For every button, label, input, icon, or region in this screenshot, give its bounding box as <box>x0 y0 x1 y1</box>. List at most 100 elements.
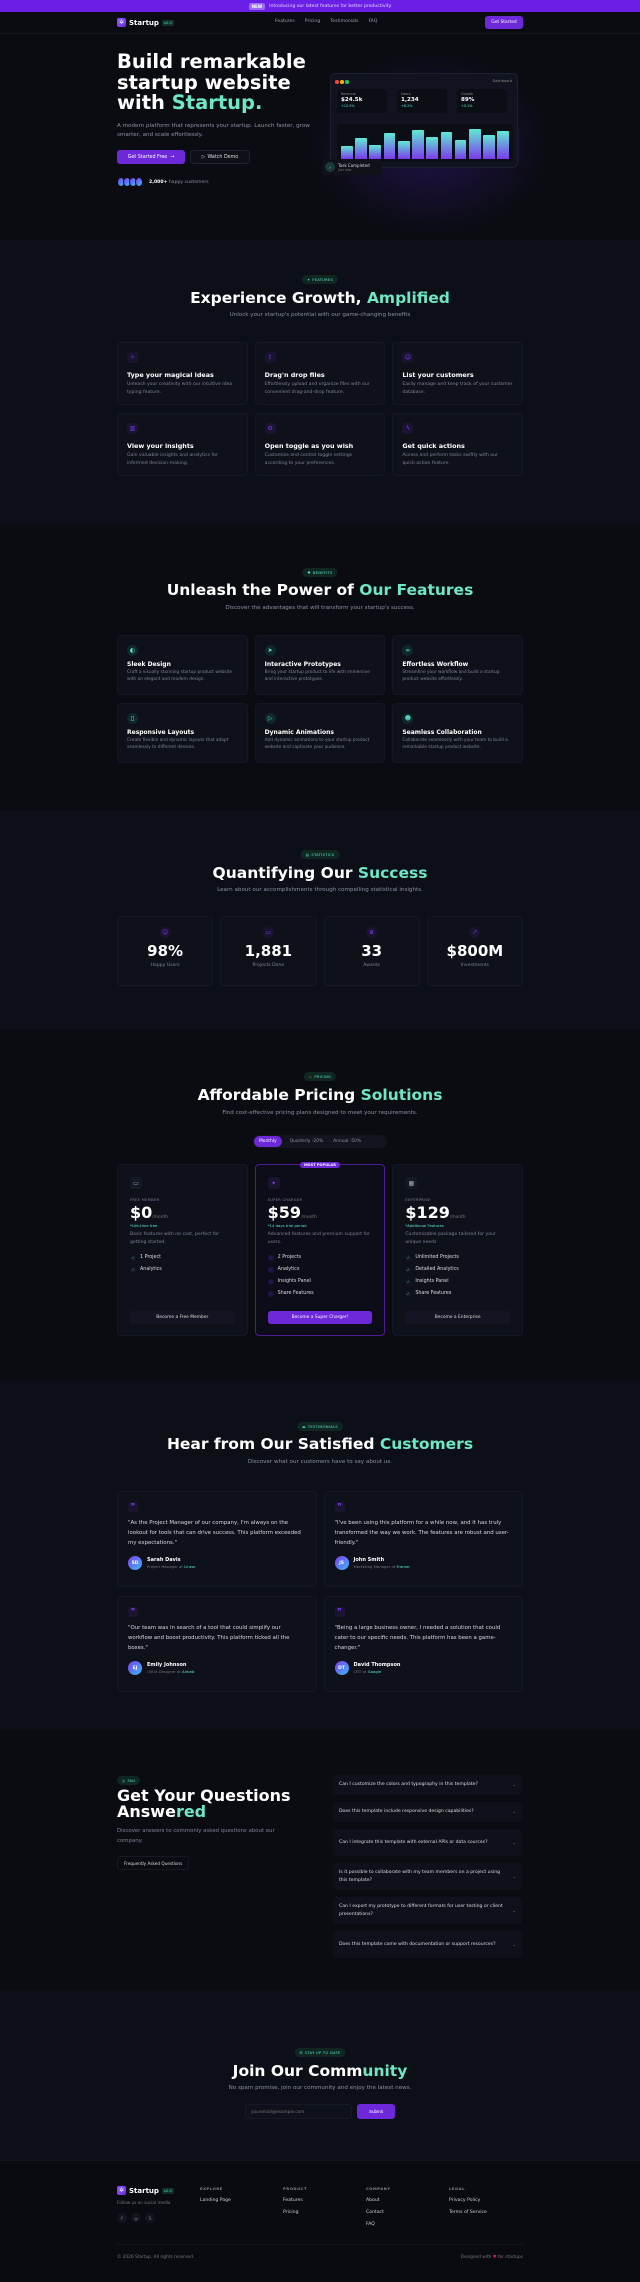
stat-card-users: Users 1,234 +8.2% <box>397 89 447 113</box>
testimonial-quote: "Being a large business owner, I needed … <box>334 1625 501 1651</box>
watch-demo-button[interactable]: ▷ Watch Demo <box>190 150 250 164</box>
quote-icon: ❞ <box>334 1607 345 1617</box>
toast-time: just now <box>338 167 352 172</box>
nav-link-faq[interactable]: FAQ <box>368 19 378 24</box>
arrow-right-icon: → <box>170 154 175 160</box>
nav-link-features[interactable]: Features <box>275 19 295 24</box>
faq-item[interactable]: Can I integrate this template with exter… <box>333 1829 522 1856</box>
plan-feature: ✓ Share Features <box>267 1290 373 1297</box>
chevron-down-icon: ⌄ <box>512 1839 516 1845</box>
get-started-button[interactable]: Get Started <box>485 16 523 29</box>
features-card: ✧ Type your magical ideas Unleash your cre… <box>117 342 248 405</box>
faq-item[interactable]: Is it possible to collaborate with my te… <box>333 1863 522 1890</box>
x-icon[interactable]: 𝕏 <box>145 2213 155 2223</box>
testimonial-card: ❞ "I've been using this platform for a wh… <box>323 1491 523 1587</box>
plan-feature: ✓ 1 Project <box>130 1254 235 1261</box>
footer-link[interactable]: FAQ <box>366 2222 375 2227</box>
rocket-icon: ✦ <box>306 277 311 282</box>
stat-card: ▭ 1,881 Projects Done <box>220 916 317 986</box>
faq-item[interactable]: Can I export my prototype to different f… <box>333 1897 522 1924</box>
chart-bar <box>483 135 495 159</box>
check-icon: ✓ <box>405 1254 412 1261</box>
testimonials-section: ▬ TESTIMONIALS Hear from Our Satisfied Cu… <box>0 1380 640 1730</box>
footer: ✲ Startup v2.0 Follow us on social media… <box>0 2160 640 2282</box>
task-toast: ✓ Task Completed just now <box>322 159 382 175</box>
period-monthly[interactable]: Monthly <box>254 1136 282 1147</box>
logo[interactable]: ✲ Startup v2.0 <box>117 18 174 27</box>
chart-bar <box>468 128 481 159</box>
nav-link-testimonials[interactable]: Testimonials <box>330 19 359 24</box>
plan-feature: ✓ Insights Panel <box>405 1278 510 1285</box>
plan-cta-button[interactable]: Become a Free Member <box>130 1311 235 1324</box>
footer-link[interactable]: Terms of Service <box>449 2210 487 2215</box>
faq-description: Discover answers to commonly asked quest… <box>117 1828 275 1844</box>
stat-value: 1,881 <box>244 942 293 960</box>
plan-cta-button[interactable]: Become a Super Charger! <box>267 1311 373 1324</box>
submit-button[interactable]: Submit <box>357 2104 395 2119</box>
company-link[interactable]: Airbnb <box>182 1669 195 1674</box>
footer-link[interactable]: Privacy Policy <box>449 2198 481 2203</box>
faq-question: Can I customize the colors and typograph… <box>339 1782 478 1787</box>
testimonial-author: DT David Thompson CEO at Google <box>334 1661 513 1675</box>
avatar: SD <box>128 1556 142 1570</box>
check-icon: ✓ <box>405 1290 412 1297</box>
nav-link-pricing[interactable]: Pricing <box>304 19 321 24</box>
get-started-free-button[interactable]: Get Started Free → <box>117 150 185 164</box>
chart-bar <box>341 146 353 159</box>
period-annual[interactable]: Annual -50% <box>333 1139 362 1144</box>
plan-feature: ✓ Share Features <box>405 1290 510 1297</box>
price-period: /month <box>301 1215 317 1220</box>
stat-label: Investments <box>460 963 490 968</box>
check-icon: ✓ <box>267 1254 274 1261</box>
benefits-card: ☻ Seamless Collaboration Collaborate seaml… <box>392 703 523 763</box>
features-card-title: Type your magical ideas <box>127 371 214 379</box>
testimonial-quote: "I've been using this platform for a whi… <box>334 1520 509 1546</box>
faq-item[interactable]: Does this template include responsive de… <box>333 1802 522 1822</box>
footer-link[interactable]: Pricing <box>283 2210 299 2215</box>
features-title: Experience Growth, Amplified <box>190 289 450 307</box>
avatar: DT <box>334 1661 349 1675</box>
plan-cta-button[interactable]: Become a Enterprise <box>405 1311 510 1324</box>
company-link[interactable]: Linear <box>184 1564 196 1569</box>
instagram-icon[interactable]: ◎ <box>131 2213 141 2223</box>
footer-link[interactable]: Contact <box>366 2210 384 2215</box>
company-link[interactable]: Google <box>367 1669 382 1674</box>
footer-logo[interactable]: ✲ Startup v2.0 <box>117 2186 174 2195</box>
new-badge: NEW <box>248 2 266 10</box>
features-card-title: Open toggle as you wish <box>264 442 354 450</box>
period-quarterly[interactable]: Quarterly -20% <box>289 1139 324 1144</box>
stat-delta: +12.5% <box>341 104 355 108</box>
announcement-banner[interactable]: NEW Introducing our latest features for … <box>0 0 640 12</box>
footer-link[interactable]: Landing Page <box>200 2198 231 2203</box>
benefits-card-desc: Collaborate seamlessly with your team to… <box>402 738 508 750</box>
feature-label: Insights Panel <box>277 1279 311 1284</box>
faq-item[interactable]: Can I customize the colors and typograph… <box>333 1775 522 1795</box>
benefits-card-desc: Bring your startup product to life with … <box>264 670 370 682</box>
company-link[interactable]: Framer <box>396 1564 410 1569</box>
email-input[interactable] <box>245 2104 352 2119</box>
footer-column-company: COMPANY About Contact FAQ <box>366 2186 391 2227</box>
folder-icon: ▭ <box>262 927 274 938</box>
stat-value: $24.5k <box>341 97 363 103</box>
faq-button[interactable]: Frequently Asked Questions <box>117 1856 190 1870</box>
footer-link[interactable]: About <box>366 2198 380 2203</box>
author-role: Project Manager at Linear <box>147 1564 196 1569</box>
footer-link[interactable]: Features <box>283 2198 303 2203</box>
testimonial-author: SD Sarah Davis Project Manager at Linear <box>128 1556 306 1570</box>
stat-card: ☺ 98% Happy Users <box>117 916 214 986</box>
check-icon: ✓ <box>325 162 335 172</box>
facebook-icon[interactable]: f <box>117 2213 127 2223</box>
features-card-desc: Gain valuable insights and analytics for… <box>127 453 218 466</box>
benefits-card: ∞ Effortless Workflow Streamline your work… <box>392 635 523 695</box>
trending-up-icon: ↗ <box>469 927 481 938</box>
benefits-card-title: Interactive Prototypes <box>264 661 341 668</box>
price-period: /month <box>449 1215 466 1220</box>
plan-description: Basic features with no cost, perfect for… <box>130 1232 220 1245</box>
faq-item[interactable]: Does this template come with documentati… <box>333 1931 522 1958</box>
faq-section: ◎ FAQ Get Your Questions Answered Discove… <box>0 1730 640 1990</box>
stat-value: 89% <box>461 97 475 103</box>
price-amount: $59 <box>267 1203 302 1222</box>
newsletter-badge: ✉ STAY UP TO DATE <box>294 2048 346 2057</box>
testimonials-badge: ▬ TESTIMONIALS <box>297 1422 343 1431</box>
button-label: Get Started Free <box>127 154 168 160</box>
